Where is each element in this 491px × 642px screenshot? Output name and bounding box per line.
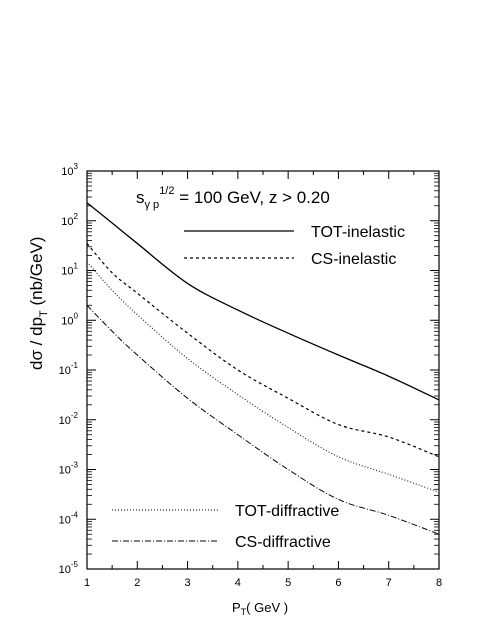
x-tick-label: 3 — [185, 577, 191, 589]
x-tick-label: 6 — [335, 577, 341, 589]
y-tick-label: 103 — [61, 162, 78, 178]
y-tick-label: 102 — [61, 212, 78, 228]
legend-label: TOT-inelastic — [311, 224, 405, 241]
x-axis-title: PT( GeV ) — [232, 600, 288, 617]
series-layer — [86, 202, 440, 535]
x-tick-label: 4 — [235, 577, 241, 589]
series-line-cs-diffractive — [86, 304, 440, 535]
x-tick-label: 1 — [84, 577, 90, 589]
legend-label: CS-diffractive — [235, 534, 331, 551]
y-axis: 10-5 10-4 10-3 10-2 10-1 100 101 102 103 — [59, 162, 439, 576]
legend-label: CS-inelastic — [311, 251, 396, 268]
y-tick-label: 10-4 — [59, 510, 79, 526]
y-tick-label: 10-5 — [59, 560, 79, 576]
y-tick-label: 10-2 — [59, 411, 79, 427]
chart-annotation: sγ p1/2 = 100 GeV, z > 0.20 — [136, 185, 330, 211]
annotation-superscript: 1/2 — [159, 185, 174, 197]
series-line-cs-inelastic — [86, 243, 440, 458]
series-line-tot-inelastic — [86, 202, 440, 401]
x-tick-label: 8 — [436, 577, 442, 589]
x-axis: 1 2 3 4 5 6 7 8 — [84, 171, 442, 589]
annotation-rest: = 100 GeV, z > 0.20 — [174, 188, 329, 207]
y-tick-label: 10-3 — [59, 461, 79, 477]
legend: TOT-inelastic CS-inelastic TOT-diffractive… — [112, 224, 405, 551]
x-tick-label: 2 — [134, 577, 140, 589]
y-tick-label: 10-1 — [59, 361, 79, 377]
y-tick-label: 101 — [61, 262, 78, 278]
legend-label: TOT-diffractive — [235, 503, 339, 520]
x-tick-label: 5 — [285, 577, 291, 589]
annotation-subscript: γ p — [145, 199, 160, 211]
series-line-tot-diffractive — [86, 261, 440, 493]
x-tick-label: 7 — [386, 577, 392, 589]
y-axis-title: dσ / dpT (nb/GeV) — [27, 237, 50, 370]
y-tick-label: 100 — [61, 311, 78, 327]
